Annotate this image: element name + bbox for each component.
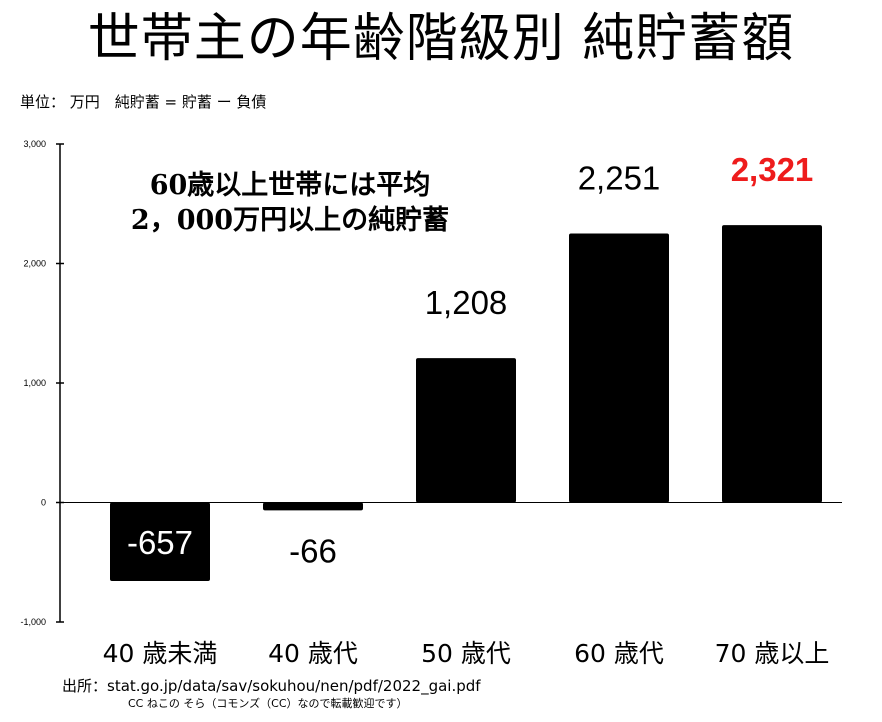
annotation-line-2: 2，000万円以上の純貯蓄 <box>130 205 450 236</box>
y-tick-label: -1,000 <box>20 617 46 627</box>
x-category-label: 40 歳未満 <box>103 639 218 668</box>
bar-value-label: 1,208 <box>425 284 508 321</box>
bar-value-label: -657 <box>127 524 193 561</box>
x-category-label: 60 歳代 <box>574 639 664 668</box>
annotation-line-1: 60歳以上世帯には平均 <box>149 170 431 201</box>
bar <box>110 502 210 582</box>
y-tick-label: 3,000 <box>23 139 46 149</box>
unit-note: 単位： 万円 純貯蓄 = 貯蓄 ー 負債 <box>20 93 267 111</box>
x-category-label: 70 歳以上 <box>715 639 830 668</box>
bar <box>416 358 516 503</box>
source-note: 出所：stat.go.jp/data/sav/sokuhou/nen/pdf/2… <box>62 677 481 695</box>
bar <box>569 233 669 503</box>
bar-value-label: 2,251 <box>578 160 661 197</box>
chart-annotation: 60歳以上世帯には平均 2，000万円以上の純貯蓄 <box>100 168 480 238</box>
bar <box>722 225 822 503</box>
x-category-label: 50 歳代 <box>421 639 511 668</box>
y-tick-label: 1,000 <box>23 378 46 388</box>
license-note: CC ねこの そら（コモンズ（CC）なので転載歓迎です） <box>128 697 408 710</box>
y-tick-label: 2,000 <box>23 259 46 269</box>
bar <box>263 502 363 511</box>
chart-title: 世帯主の年齢階級別 純貯蓄額 <box>87 9 795 69</box>
bar-value-label: -66 <box>289 532 337 569</box>
y-tick-label: 0 <box>41 498 46 508</box>
x-category-label: 40 歳代 <box>268 639 358 668</box>
bar-value-label: 2,321 <box>731 151 814 188</box>
